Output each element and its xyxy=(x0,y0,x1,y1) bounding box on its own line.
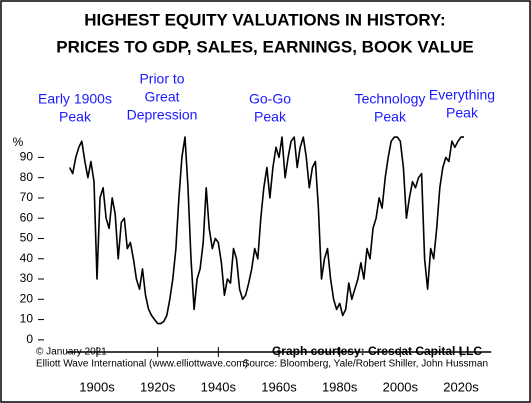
y-tick-label: 10 xyxy=(20,312,34,326)
y-tick-label: 90 xyxy=(20,150,34,164)
credit: Graph courtesy: Crescat Capital LLC xyxy=(272,344,482,358)
annotation: Prior to xyxy=(139,71,184,87)
annotation: Great xyxy=(144,89,179,105)
chart-title: PRICES TO GDP, SALES, EARNINGS, BOOK VAL… xyxy=(56,37,474,56)
x-tick-label: 1980s xyxy=(322,379,358,394)
x-tick-label: 2000s xyxy=(383,379,419,394)
data-line xyxy=(68,136,464,325)
x-tick-label: 1900s xyxy=(79,379,115,394)
x-tick-label: 1920s xyxy=(140,379,176,394)
x-tick-label: 1940s xyxy=(201,379,237,394)
annotation: Go-Go xyxy=(249,91,291,107)
annotation: Peak xyxy=(446,105,479,121)
y-tick-label: 0 xyxy=(26,332,33,346)
annotation: Technology xyxy=(355,91,426,107)
y-axis-label: % xyxy=(13,135,24,149)
y-tick-label: 60 xyxy=(20,210,34,224)
source: Source: Bloomberg, Yale/Robert Shiller, … xyxy=(243,359,488,370)
annotation: Peak xyxy=(254,109,287,125)
y-tick-label: 40 xyxy=(20,251,34,265)
annotation: Everything xyxy=(429,87,495,103)
annotation: Peak xyxy=(59,109,92,125)
y-tick-label: 50 xyxy=(20,231,34,245)
footer-note: Elliott Wave International (www.elliottw… xyxy=(36,359,248,370)
annotation: Depression xyxy=(127,107,198,123)
y-tick-label: 70 xyxy=(20,190,34,204)
y-tick-label: 30 xyxy=(20,271,34,285)
annotation: Early 1900s xyxy=(38,91,112,107)
x-tick-label: 1960s xyxy=(261,379,297,394)
chart-title: HIGHEST EQUITY VALUATIONS IN HISTORY: xyxy=(84,10,445,29)
annotation: Peak xyxy=(374,109,407,125)
y-tick-label: 20 xyxy=(20,291,34,305)
x-tick-label: 2020s xyxy=(443,379,479,394)
y-tick-label: 80 xyxy=(20,170,34,184)
